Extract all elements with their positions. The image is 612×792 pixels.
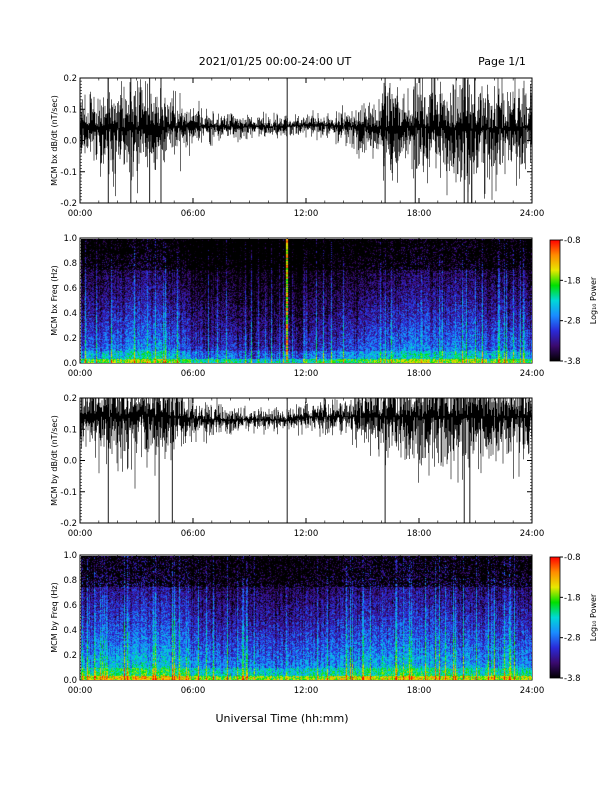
series-line (80, 398, 532, 489)
heatmap-group (80, 555, 532, 680)
y-axis-title: MCM by Freq (Hz) (50, 582, 59, 652)
colorbar-tick-label: -0.8 (564, 236, 581, 246)
colorbar-tick-label: -2.8 (564, 634, 581, 644)
x-tick-label: 12:00 (294, 209, 319, 219)
colorbar (549, 239, 561, 362)
y-tick-label: 0.4 (63, 309, 77, 319)
x-tick-label: 06:00 (181, 369, 206, 379)
colorbar-tick-label: -3.8 (564, 357, 581, 367)
x-tick-label: 24:00 (520, 369, 545, 379)
x-tick-label: 00:00 (68, 686, 93, 696)
panels-group: 0.20.10.0-0.1-0.200:00 06:00 12:00 18:00 24:… (50, 74, 598, 696)
y-tick-label: -0.1 (60, 168, 77, 178)
series-group (80, 398, 532, 523)
x-tick-label: 18:00 (407, 529, 432, 539)
x-tick-label: 06:00 (181, 529, 206, 539)
colorbar (549, 556, 561, 679)
y-tick-label: 0.1 (63, 105, 77, 115)
y-tick-label: -0.2 (60, 519, 77, 529)
colorbar-tick-label: -1.8 (564, 593, 581, 603)
y-tick-label: 0.8 (63, 576, 77, 586)
colorbar-title: Log₁₀ Power (589, 276, 598, 324)
colorbar-tick-label: -3.8 (564, 674, 581, 684)
page-title: 2021/01/25 00:00-24:00 UT (199, 55, 352, 68)
y-axis-title: MCM bx dB/dt (nT/sec) (50, 95, 59, 186)
x-tick-label: 00:00 (68, 529, 93, 539)
y-tick-label: 0.2 (63, 334, 77, 344)
colorbar-tick-label: -2.8 (564, 317, 581, 327)
y-axis-title: MCM by dB/dt (nT/sec) (50, 415, 59, 506)
heatmap-image (80, 238, 532, 363)
y-tick-label: 0.2 (63, 74, 77, 84)
heatmap-image (80, 555, 532, 680)
x-tick-label: 12:00 (294, 686, 319, 696)
y-tick-label: 0.1 (63, 425, 77, 435)
y-tick-label: 1.0 (63, 551, 77, 561)
series-line (80, 78, 532, 203)
y-tick-label: 0.6 (63, 284, 77, 294)
x-tick-label: 18:00 (407, 209, 432, 219)
x-tick-label: 00:00 (68, 209, 93, 219)
colorbar-title: Log₁₀ Power (589, 593, 598, 641)
x-tick-label: 00:00 (68, 369, 93, 379)
series-group (80, 78, 532, 203)
y-tick-label: -0.1 (60, 488, 77, 498)
x-tick-label: 12:00 (294, 529, 319, 539)
x-tick-label: 18:00 (407, 369, 432, 379)
y-tick-label: 0.2 (63, 394, 77, 404)
x-axis-title: Universal Time (hh:mm) (216, 712, 349, 725)
x-tick-label: 24:00 (520, 209, 545, 219)
y-tick-label: 0.4 (63, 626, 77, 636)
x-tick-label: 06:00 (181, 209, 206, 219)
y-tick-label: 0.0 (63, 137, 77, 147)
y-axis-title: MCM bx Freq (Hz) (50, 265, 59, 335)
heatmap-group (80, 238, 532, 363)
y-tick-label: 0.0 (63, 457, 77, 467)
x-tick-label: 06:00 (181, 686, 206, 696)
y-tick-label: 0.0 (63, 359, 77, 369)
x-tick-label: 12:00 (294, 369, 319, 379)
x-tick-label: 18:00 (407, 686, 432, 696)
y-tick-label: 0.2 (63, 651, 77, 661)
page-number: Page 1/1 (478, 55, 526, 68)
y-tick-label: 0.0 (63, 676, 77, 686)
colorbar-tick-label: -1.8 (564, 276, 581, 286)
y-tick-label: 1.0 (63, 234, 77, 244)
x-tick-label: 24:00 (520, 686, 545, 696)
y-tick-label: -0.2 (60, 199, 77, 209)
y-tick-label: 0.6 (63, 601, 77, 611)
colorbar-tick-label: -0.8 (564, 553, 581, 563)
x-tick-label: 24:00 (520, 529, 545, 539)
y-tick-label: 0.8 (63, 259, 77, 269)
